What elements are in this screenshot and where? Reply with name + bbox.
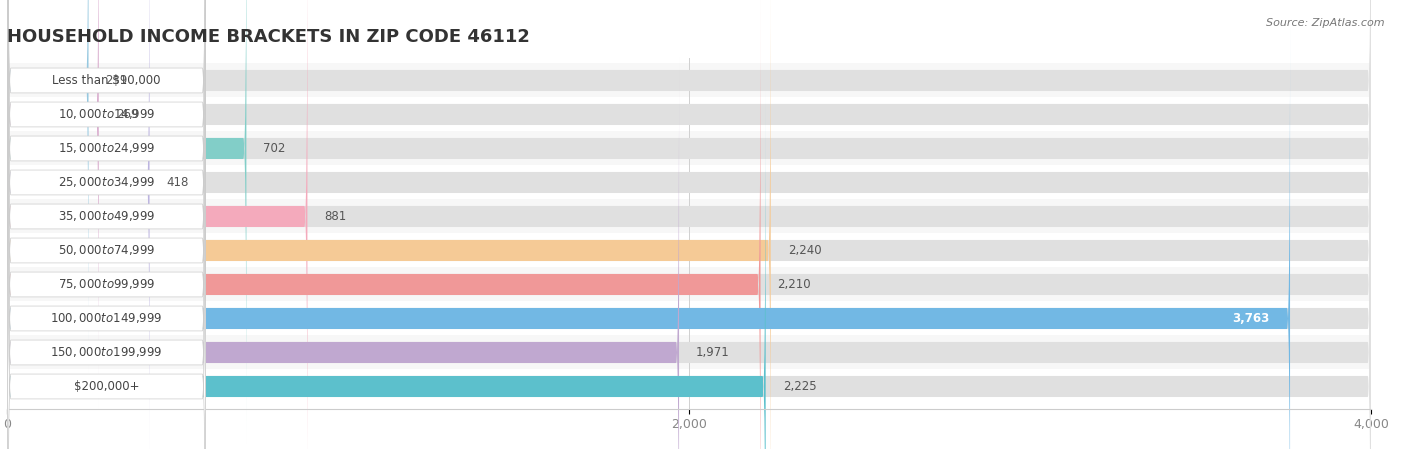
FancyBboxPatch shape xyxy=(7,57,1371,449)
FancyBboxPatch shape xyxy=(7,0,770,449)
FancyBboxPatch shape xyxy=(7,0,205,408)
Text: $75,000 to $99,999: $75,000 to $99,999 xyxy=(58,277,155,291)
Text: 3,763: 3,763 xyxy=(1232,312,1270,325)
FancyBboxPatch shape xyxy=(0,370,1388,404)
Text: HOUSEHOLD INCOME BRACKETS IN ZIP CODE 46112: HOUSEHOLD INCOME BRACKETS IN ZIP CODE 46… xyxy=(7,28,530,46)
FancyBboxPatch shape xyxy=(0,268,1388,301)
Text: 2,225: 2,225 xyxy=(783,380,817,393)
Text: $150,000 to $199,999: $150,000 to $199,999 xyxy=(51,345,163,360)
FancyBboxPatch shape xyxy=(0,97,1388,132)
FancyBboxPatch shape xyxy=(0,166,1388,199)
FancyBboxPatch shape xyxy=(7,0,205,449)
FancyBboxPatch shape xyxy=(0,233,1388,268)
FancyBboxPatch shape xyxy=(7,91,766,449)
Text: 418: 418 xyxy=(166,176,188,189)
Text: $25,000 to $34,999: $25,000 to $34,999 xyxy=(58,176,155,189)
Text: $10,000 to $14,999: $10,000 to $14,999 xyxy=(58,107,155,122)
FancyBboxPatch shape xyxy=(0,199,1388,233)
FancyBboxPatch shape xyxy=(7,59,205,449)
FancyBboxPatch shape xyxy=(7,0,205,374)
FancyBboxPatch shape xyxy=(7,0,205,449)
FancyBboxPatch shape xyxy=(7,0,205,449)
Text: 1,971: 1,971 xyxy=(696,346,730,359)
FancyBboxPatch shape xyxy=(7,91,1371,449)
Text: 269: 269 xyxy=(115,108,138,121)
Text: $200,000+: $200,000+ xyxy=(75,380,139,393)
Text: $35,000 to $49,999: $35,000 to $49,999 xyxy=(58,210,155,224)
FancyBboxPatch shape xyxy=(7,0,205,442)
FancyBboxPatch shape xyxy=(7,23,1371,449)
FancyBboxPatch shape xyxy=(0,335,1388,370)
FancyBboxPatch shape xyxy=(7,25,205,449)
Text: 2,240: 2,240 xyxy=(787,244,821,257)
FancyBboxPatch shape xyxy=(0,132,1388,166)
FancyBboxPatch shape xyxy=(7,0,1371,449)
Text: 881: 881 xyxy=(325,210,347,223)
FancyBboxPatch shape xyxy=(7,57,679,449)
FancyBboxPatch shape xyxy=(7,0,1371,449)
Text: 239: 239 xyxy=(105,74,128,87)
FancyBboxPatch shape xyxy=(7,0,89,376)
FancyBboxPatch shape xyxy=(0,301,1388,335)
FancyBboxPatch shape xyxy=(7,0,761,449)
Text: 2,210: 2,210 xyxy=(778,278,811,291)
FancyBboxPatch shape xyxy=(7,0,1371,376)
Text: Less than $10,000: Less than $10,000 xyxy=(52,74,160,87)
FancyBboxPatch shape xyxy=(7,0,1371,449)
FancyBboxPatch shape xyxy=(7,0,205,449)
Text: Source: ZipAtlas.com: Source: ZipAtlas.com xyxy=(1267,18,1385,28)
FancyBboxPatch shape xyxy=(0,63,1388,97)
FancyBboxPatch shape xyxy=(7,0,149,449)
FancyBboxPatch shape xyxy=(7,23,1291,449)
FancyBboxPatch shape xyxy=(7,0,246,444)
Text: $15,000 to $24,999: $15,000 to $24,999 xyxy=(58,141,155,155)
FancyBboxPatch shape xyxy=(7,0,1371,449)
FancyBboxPatch shape xyxy=(7,93,205,449)
FancyBboxPatch shape xyxy=(7,0,1371,444)
FancyBboxPatch shape xyxy=(7,0,308,449)
FancyBboxPatch shape xyxy=(7,0,1371,410)
FancyBboxPatch shape xyxy=(7,0,98,410)
Text: 702: 702 xyxy=(263,142,285,155)
Text: $100,000 to $149,999: $100,000 to $149,999 xyxy=(51,312,163,326)
Text: $50,000 to $74,999: $50,000 to $74,999 xyxy=(58,243,155,257)
